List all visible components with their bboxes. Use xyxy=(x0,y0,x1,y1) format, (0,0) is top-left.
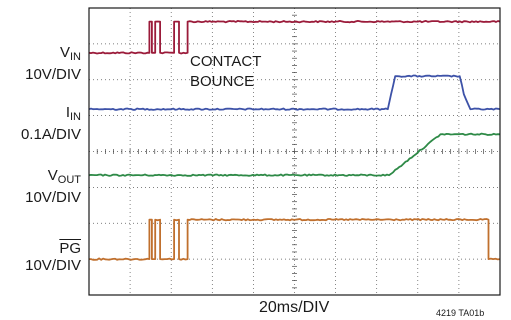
iin-name: I xyxy=(65,104,70,121)
pg-scale: 10V/DIV xyxy=(25,257,81,274)
vin-scale: 10V/DIV xyxy=(25,66,81,83)
plot-border xyxy=(88,7,501,296)
channel-label-pg: PG 10V/DIV xyxy=(25,240,81,274)
vin-name: V xyxy=(59,44,70,61)
traces xyxy=(88,19,501,261)
vin-trace xyxy=(88,19,501,55)
vout-sub: OUT xyxy=(57,174,81,186)
annotation-line-1: CONTACT xyxy=(190,53,262,70)
channel-label-vout: VOUT 10V/DIV xyxy=(25,167,81,206)
iin-scale: 0.1A/DIV xyxy=(20,126,81,143)
figure-id: 4219 TA01b xyxy=(436,308,485,318)
grid xyxy=(88,7,501,296)
vout-trace xyxy=(88,132,501,177)
vout-scale: 10V/DIV xyxy=(25,189,81,206)
pg-trace xyxy=(89,218,501,261)
pg-name: PG xyxy=(59,240,81,257)
channel-label-vin: VIN 10V/DIV xyxy=(25,44,81,83)
iin-sub: IN xyxy=(70,111,81,123)
iin-trace xyxy=(88,74,501,111)
contact-bounce-annotation: CONTACT BOUNCE xyxy=(190,52,261,92)
x-axis-label: 20ms/DIV xyxy=(259,299,330,316)
annotation-line-2: BOUNCE xyxy=(190,73,255,90)
vout-name: V xyxy=(47,167,58,184)
vin-sub: IN xyxy=(70,51,81,63)
channel-label-iin: IIN 0.1A/DIV xyxy=(21,104,81,143)
